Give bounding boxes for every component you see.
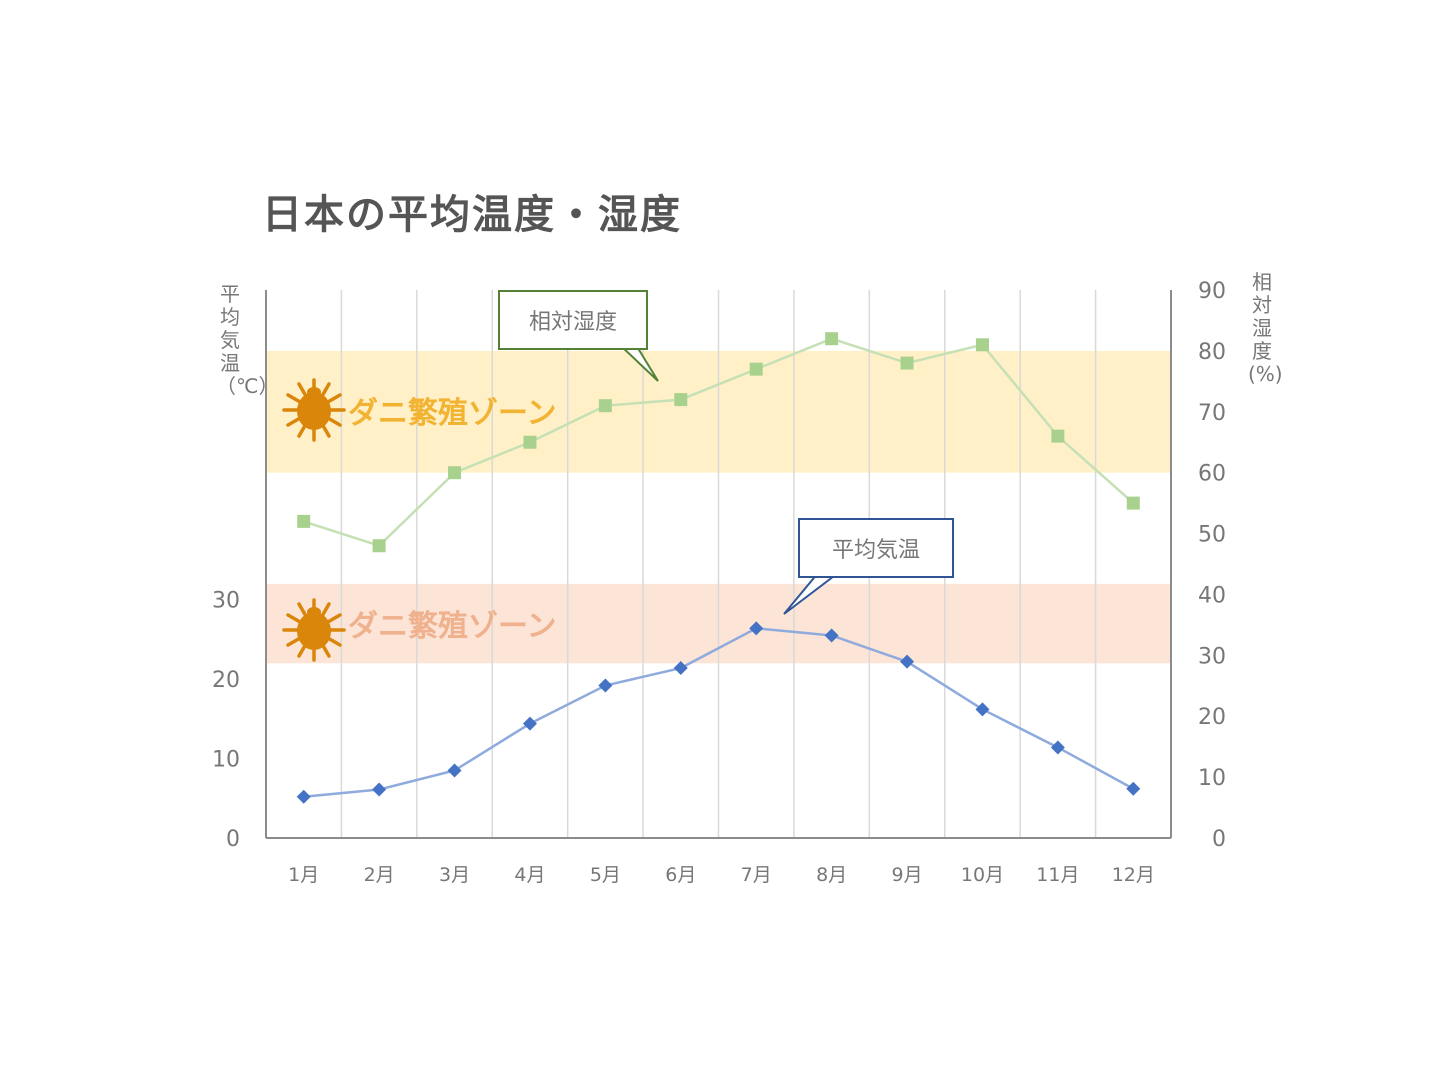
humidity-callout: 相対湿度 (498, 290, 648, 350)
temperature-data-point (1126, 781, 1141, 796)
temperature-data-point (673, 661, 688, 676)
x-tick-label: 1月 (288, 864, 319, 886)
temperature-data-point (296, 789, 311, 804)
temperature-data-point (900, 654, 915, 669)
humidity-data-point (1051, 429, 1065, 443)
humidity-data-point (749, 362, 763, 376)
temperature-zone-label: ダニ繁殖ゾーン (348, 609, 557, 644)
left-tick-label: 10 (212, 748, 240, 773)
x-tick-label: 2月 (364, 864, 395, 886)
humidity-data-point (975, 338, 989, 352)
temperature-data-point (372, 782, 387, 797)
right-tick-label: 50 (1198, 523, 1226, 548)
x-tick-label: 4月 (514, 864, 545, 886)
temperature-data-point (1050, 740, 1065, 755)
humidity-data-point (448, 466, 462, 480)
humidity-data-point (372, 539, 386, 553)
x-tick-label: 11月 (1036, 864, 1079, 886)
humidity-data-point (674, 393, 688, 407)
temperature-data-point (598, 678, 613, 693)
humidity-data-point (1126, 496, 1140, 510)
right-tick-label: 90 (1198, 279, 1226, 304)
right-tick-label: 20 (1198, 705, 1226, 730)
right-axis-label: 相対湿度(%) (1248, 270, 1283, 386)
humidity-data-point (900, 356, 914, 370)
x-tick-label: 12月 (1112, 864, 1155, 886)
x-tick-label: 6月 (665, 864, 696, 886)
x-tick-label: 5月 (590, 864, 621, 886)
x-tick-label: 10月 (961, 864, 1004, 886)
x-tick-label: 7月 (741, 864, 772, 886)
right-tick-label: 30 (1198, 644, 1226, 669)
right-tick-label: 80 (1198, 340, 1226, 365)
x-tick-label: 9月 (891, 864, 922, 886)
humidity-zone-label: ダニ繁殖ゾーン (348, 396, 557, 431)
temperature-data-point (522, 716, 537, 731)
temperature-data-point (749, 621, 764, 636)
temperature-data-point (824, 628, 839, 643)
humidity-data-point (523, 435, 537, 449)
right-tick-label: 40 (1198, 583, 1226, 608)
temperature-series-line (303, 627, 1134, 798)
chart-title: 日本の平均温度・湿度 (262, 192, 682, 238)
temperature-data-point (975, 702, 990, 717)
temperature-callout: 平均気温 (798, 518, 954, 578)
humidity-data-point (297, 514, 311, 528)
temperature-data-point (447, 763, 462, 778)
mite-icon (282, 598, 346, 662)
humidity-data-point (598, 399, 612, 413)
humidity-data-point (825, 332, 839, 346)
right-tick-label: 70 (1198, 401, 1226, 426)
right-tick-label: 10 (1198, 766, 1226, 791)
right-tick-label: 60 (1198, 462, 1226, 487)
x-tick-label: 8月 (816, 864, 847, 886)
left-tick-label: 0 (226, 827, 240, 852)
left-axis-label: 平均気温（℃） (216, 282, 279, 398)
left-tick-label: 20 (212, 668, 240, 693)
left-tick-label: 30 (212, 589, 240, 614)
x-tick-label: 3月 (439, 864, 470, 886)
right-tick-label: 0 (1212, 827, 1226, 852)
mite-icon (282, 378, 346, 442)
humidity-series-line (303, 337, 1135, 548)
